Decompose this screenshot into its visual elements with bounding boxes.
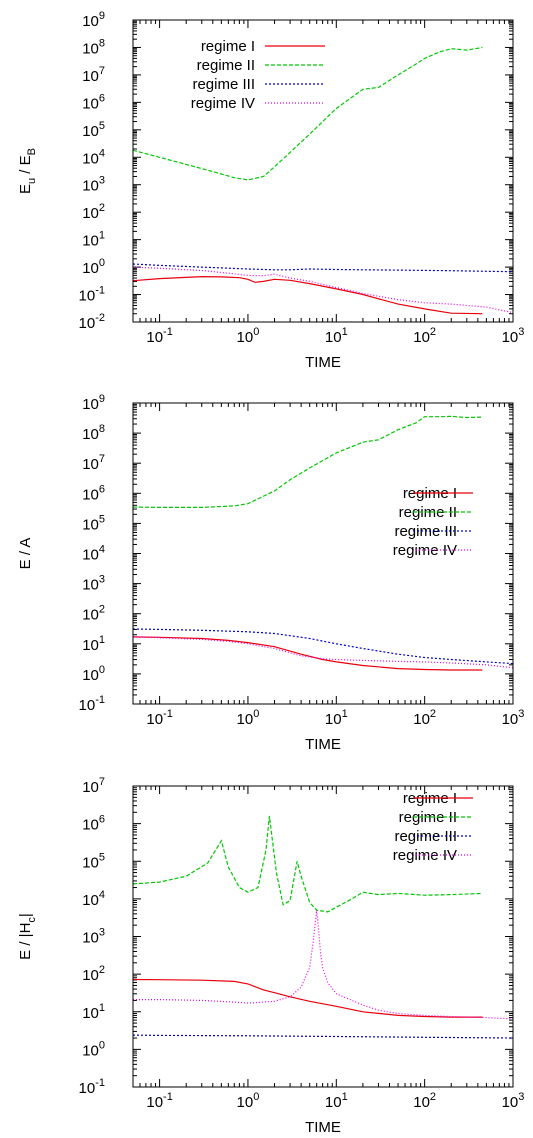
x-tick-label: 103 <box>502 708 525 728</box>
y-tick-label: 103 <box>82 175 105 195</box>
y-tick-label: 107 <box>82 65 105 85</box>
y-tick-label: 10-2 <box>79 312 105 332</box>
y-tick-label: 100 <box>82 257 105 277</box>
series-line-regime-ii <box>133 415 483 508</box>
series-group <box>133 415 513 671</box>
series-line-regime-iii <box>133 263 513 273</box>
x-tick-label: 103 <box>502 326 525 346</box>
minor-ticks <box>132 786 513 1087</box>
y-tick-label: 106 <box>82 92 105 112</box>
series-line-regime-ii <box>133 815 483 913</box>
y-tick-label: 10-1 <box>79 1077 105 1097</box>
y-tick-label: 106 <box>82 483 105 503</box>
series-line-regime-iv <box>133 636 513 669</box>
y-tick-label: 103 <box>82 574 105 594</box>
y-tick-label: 104 <box>82 889 105 909</box>
minor-ticks <box>132 20 513 322</box>
y-tick-label: 101 <box>82 634 105 654</box>
series-line-regime-iii <box>133 628 513 665</box>
x-tick-label: 101 <box>325 1091 348 1111</box>
y-tick-label: 102 <box>82 202 105 222</box>
chart-panel-3: 10-1 100 101 102 103 10-1 100 101 102 103 104 105 10… <box>17 776 524 1136</box>
legend-label: regime IV <box>393 847 457 864</box>
x-tick-label: 10-1 <box>146 1091 172 1111</box>
x-axis-label: TIME <box>305 354 341 371</box>
series-line-regime-i <box>133 275 483 315</box>
y-tick-label: 102 <box>82 964 105 984</box>
legend-label: regime IV <box>191 95 255 112</box>
y-tick-label: 105 <box>82 513 105 533</box>
series-line-regime-i <box>133 636 483 671</box>
y-tick-label: 105 <box>82 851 105 871</box>
y-tick-label: 101 <box>82 230 105 250</box>
y-tick-label: 108 <box>82 37 105 57</box>
legend-label: regime I <box>201 38 255 55</box>
series-line-regime-iv <box>133 266 513 314</box>
x-tick-label: 100 <box>237 1091 260 1111</box>
series-group <box>133 815 513 1039</box>
y-tick-label: 100 <box>82 1039 105 1059</box>
y-tick-label: 109 <box>82 10 105 30</box>
plot-frame <box>132 785 514 1088</box>
chart-panel-1: 10-1 100 101 102 103 10-2 10-1 100 101 102 103 104 1… <box>17 10 524 371</box>
y-axis-label: E / |Hc| <box>17 913 38 960</box>
x-tick-label: 100 <box>237 326 260 346</box>
x-tick-label: 102 <box>413 326 436 346</box>
x-tick-label: 102 <box>413 708 436 728</box>
x-tick-label: 101 <box>325 708 348 728</box>
y-tick-label: 104 <box>82 147 105 167</box>
plot-frame <box>132 19 514 323</box>
series-line-regime-iv <box>133 910 513 1020</box>
x-tick-label: 100 <box>237 708 260 728</box>
y-tick-label: 105 <box>82 120 105 140</box>
x-tick-label: 101 <box>325 326 348 346</box>
x-tick-label: 102 <box>413 1091 436 1111</box>
x-axis-label: TIME <box>305 1119 341 1136</box>
y-tick-label: 106 <box>82 814 105 834</box>
y-tick-label: 107 <box>82 453 105 473</box>
legend-label: regime II <box>197 57 255 74</box>
y-tick-label: 10-1 <box>79 694 105 714</box>
legend-label: regime IV <box>393 542 457 559</box>
series-line-regime-ii <box>133 46 483 181</box>
y-axis-label: E / A <box>17 538 34 570</box>
x-tick-label: 10-1 <box>146 326 172 346</box>
legend: regime I regime II regime III regime IV <box>191 38 325 112</box>
series-line-regime-iii <box>133 1034 513 1039</box>
y-tick-label: 103 <box>82 927 105 947</box>
y-tick-label: 109 <box>82 393 105 413</box>
x-tick-label: 103 <box>502 1091 525 1111</box>
x-axis-label: TIME <box>305 736 341 753</box>
y-axis-label: Eu / EB <box>17 148 38 194</box>
y-tick-label: 107 <box>82 776 105 796</box>
y-tick-label: 10-1 <box>79 285 105 305</box>
plot-frame <box>132 402 514 705</box>
minor-ticks <box>132 403 513 704</box>
x-tick-label: 10-1 <box>146 708 172 728</box>
series-line-regime-i <box>133 978 483 1018</box>
chart-panel-2: 10-1 100 101 102 103 10-1 100 101 102 103 104 105 10… <box>17 393 524 753</box>
y-tick-label: 108 <box>82 423 105 443</box>
y-tick-label: 100 <box>82 664 105 684</box>
series-group <box>133 46 513 315</box>
y-tick-label: 101 <box>82 1002 105 1022</box>
y-tick-label: 102 <box>82 604 105 624</box>
legend-label: regime III <box>192 76 255 93</box>
y-tick-label: 104 <box>82 544 105 564</box>
